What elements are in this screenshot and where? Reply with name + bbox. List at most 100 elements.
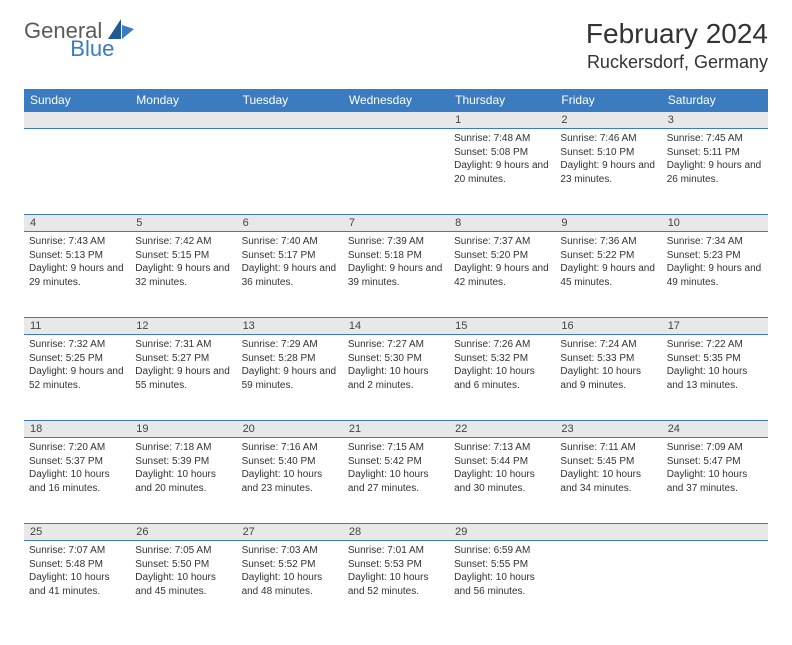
day-number: 5 (130, 215, 236, 232)
day-details: Sunrise: 7:37 AM Sunset: 5:20 PM Dayligh… (449, 232, 555, 292)
day-details: Sunrise: 7:29 AM Sunset: 5:28 PM Dayligh… (237, 335, 343, 395)
day-details: Sunrise: 7:40 AM Sunset: 5:17 PM Dayligh… (237, 232, 343, 292)
day-cell: Sunrise: 7:13 AM Sunset: 5:44 PM Dayligh… (449, 438, 555, 524)
day-details: Sunrise: 7:45 AM Sunset: 5:11 PM Dayligh… (662, 129, 768, 189)
day-details: Sunrise: 7:24 AM Sunset: 5:33 PM Dayligh… (555, 335, 661, 395)
day-number: 11 (24, 318, 130, 335)
day-cell: Sunrise: 7:36 AM Sunset: 5:22 PM Dayligh… (555, 232, 661, 318)
day-details: Sunrise: 7:16 AM Sunset: 5:40 PM Dayligh… (237, 438, 343, 498)
day-cell (237, 129, 343, 215)
day-number: 2 (555, 112, 661, 129)
weekday-header: Wednesday (343, 89, 449, 112)
day-cell: Sunrise: 7:34 AM Sunset: 5:23 PM Dayligh… (662, 232, 768, 318)
day-cell: Sunrise: 7:46 AM Sunset: 5:10 PM Dayligh… (555, 129, 661, 215)
day-cell: Sunrise: 7:24 AM Sunset: 5:33 PM Dayligh… (555, 335, 661, 421)
day-number: 26 (130, 524, 236, 541)
logo: General Blue (24, 18, 186, 44)
day-details: Sunrise: 7:42 AM Sunset: 5:15 PM Dayligh… (130, 232, 236, 292)
day-cell: Sunrise: 7:43 AM Sunset: 5:13 PM Dayligh… (24, 232, 130, 318)
weekday-header: Friday (555, 89, 661, 112)
day-details: Sunrise: 7:36 AM Sunset: 5:22 PM Dayligh… (555, 232, 661, 292)
day-number: 23 (555, 421, 661, 438)
day-number: 14 (343, 318, 449, 335)
day-cell (130, 129, 236, 215)
day-cell: Sunrise: 7:32 AM Sunset: 5:25 PM Dayligh… (24, 335, 130, 421)
day-details: Sunrise: 7:27 AM Sunset: 5:30 PM Dayligh… (343, 335, 449, 395)
day-number: 18 (24, 421, 130, 438)
day-details: Sunrise: 7:11 AM Sunset: 5:45 PM Dayligh… (555, 438, 661, 498)
weekday-header: Tuesday (237, 89, 343, 112)
day-number: 12 (130, 318, 236, 335)
day-details: Sunrise: 7:22 AM Sunset: 5:35 PM Dayligh… (662, 335, 768, 395)
day-details (130, 129, 236, 135)
day-cell: Sunrise: 7:07 AM Sunset: 5:48 PM Dayligh… (24, 541, 130, 627)
day-details: Sunrise: 7:15 AM Sunset: 5:42 PM Dayligh… (343, 438, 449, 498)
day-details (662, 541, 768, 547)
day-details: Sunrise: 7:32 AM Sunset: 5:25 PM Dayligh… (24, 335, 130, 395)
day-cell: Sunrise: 7:42 AM Sunset: 5:15 PM Dayligh… (130, 232, 236, 318)
day-cell (343, 129, 449, 215)
day-cell: Sunrise: 7:16 AM Sunset: 5:40 PM Dayligh… (237, 438, 343, 524)
day-cell: Sunrise: 7:15 AM Sunset: 5:42 PM Dayligh… (343, 438, 449, 524)
day-number: 17 (662, 318, 768, 335)
day-details: Sunrise: 7:18 AM Sunset: 5:39 PM Dayligh… (130, 438, 236, 498)
day-details: Sunrise: 7:09 AM Sunset: 5:47 PM Dayligh… (662, 438, 768, 498)
day-number: 9 (555, 215, 661, 232)
day-details: Sunrise: 7:20 AM Sunset: 5:37 PM Dayligh… (24, 438, 130, 498)
day-details: Sunrise: 7:48 AM Sunset: 5:08 PM Dayligh… (449, 129, 555, 189)
day-cell: Sunrise: 7:39 AM Sunset: 5:18 PM Dayligh… (343, 232, 449, 318)
day-number: 29 (449, 524, 555, 541)
day-cell: Sunrise: 7:27 AM Sunset: 5:30 PM Dayligh… (343, 335, 449, 421)
day-cell: Sunrise: 6:59 AM Sunset: 5:55 PM Dayligh… (449, 541, 555, 627)
day-number: 7 (343, 215, 449, 232)
day-details: Sunrise: 7:05 AM Sunset: 5:50 PM Dayligh… (130, 541, 236, 601)
day-details: Sunrise: 6:59 AM Sunset: 5:55 PM Dayligh… (449, 541, 555, 601)
day-details: Sunrise: 7:01 AM Sunset: 5:53 PM Dayligh… (343, 541, 449, 601)
day-number (662, 524, 768, 541)
day-cell: Sunrise: 7:40 AM Sunset: 5:17 PM Dayligh… (237, 232, 343, 318)
day-cell: Sunrise: 7:45 AM Sunset: 5:11 PM Dayligh… (662, 129, 768, 215)
day-cell: Sunrise: 7:48 AM Sunset: 5:08 PM Dayligh… (449, 129, 555, 215)
day-details: Sunrise: 7:39 AM Sunset: 5:18 PM Dayligh… (343, 232, 449, 292)
day-number: 16 (555, 318, 661, 335)
day-cell: Sunrise: 7:18 AM Sunset: 5:39 PM Dayligh… (130, 438, 236, 524)
day-cell (24, 129, 130, 215)
day-cell: Sunrise: 7:01 AM Sunset: 5:53 PM Dayligh… (343, 541, 449, 627)
day-cell: Sunrise: 7:11 AM Sunset: 5:45 PM Dayligh… (555, 438, 661, 524)
day-details: Sunrise: 7:43 AM Sunset: 5:13 PM Dayligh… (24, 232, 130, 292)
day-cell: Sunrise: 7:29 AM Sunset: 5:28 PM Dayligh… (237, 335, 343, 421)
day-details: Sunrise: 7:13 AM Sunset: 5:44 PM Dayligh… (449, 438, 555, 498)
day-cell: Sunrise: 7:09 AM Sunset: 5:47 PM Dayligh… (662, 438, 768, 524)
day-number: 13 (237, 318, 343, 335)
weekday-header: Thursday (449, 89, 555, 112)
day-details: Sunrise: 7:46 AM Sunset: 5:10 PM Dayligh… (555, 129, 661, 189)
day-number: 15 (449, 318, 555, 335)
month-title: February 2024 (586, 18, 768, 50)
day-number: 28 (343, 524, 449, 541)
day-details: Sunrise: 7:34 AM Sunset: 5:23 PM Dayligh… (662, 232, 768, 292)
day-cell: Sunrise: 7:05 AM Sunset: 5:50 PM Dayligh… (130, 541, 236, 627)
day-cell: Sunrise: 7:26 AM Sunset: 5:32 PM Dayligh… (449, 335, 555, 421)
day-number: 22 (449, 421, 555, 438)
header: General Blue February 2024 Ruckersdorf, … (24, 18, 768, 73)
day-cell: Sunrise: 7:20 AM Sunset: 5:37 PM Dayligh… (24, 438, 130, 524)
logo-text-blue: Blue (70, 36, 114, 62)
day-number: 4 (24, 215, 130, 232)
day-details: Sunrise: 7:07 AM Sunset: 5:48 PM Dayligh… (24, 541, 130, 601)
day-number: 21 (343, 421, 449, 438)
day-details (237, 129, 343, 135)
day-cell: Sunrise: 7:37 AM Sunset: 5:20 PM Dayligh… (449, 232, 555, 318)
day-details: Sunrise: 7:03 AM Sunset: 5:52 PM Dayligh… (237, 541, 343, 601)
day-cell: Sunrise: 7:22 AM Sunset: 5:35 PM Dayligh… (662, 335, 768, 421)
day-number: 10 (662, 215, 768, 232)
day-number: 27 (237, 524, 343, 541)
weekday-header: Sunday (24, 89, 130, 112)
day-number: 8 (449, 215, 555, 232)
day-number (555, 524, 661, 541)
day-number: 25 (24, 524, 130, 541)
weekday-header: Saturday (662, 89, 768, 112)
day-cell (662, 541, 768, 627)
day-cell: Sunrise: 7:31 AM Sunset: 5:27 PM Dayligh… (130, 335, 236, 421)
calendar-table: SundayMondayTuesdayWednesdayThursdayFrid… (24, 89, 768, 627)
day-number: 3 (662, 112, 768, 129)
